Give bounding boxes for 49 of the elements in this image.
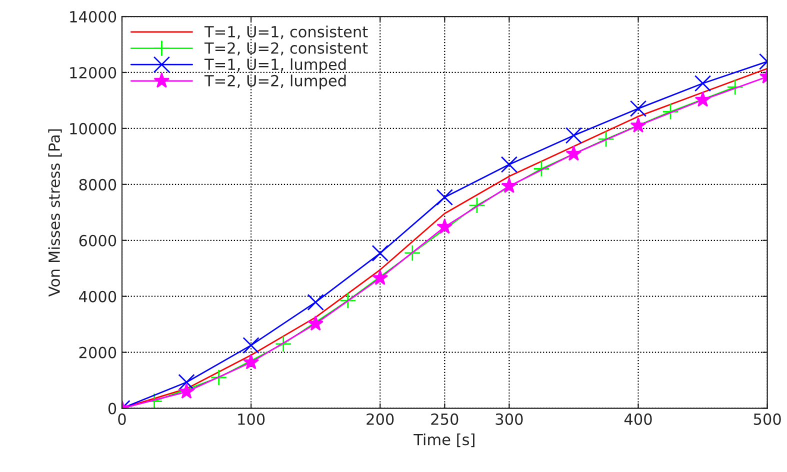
y-tick-label: 0	[108, 402, 116, 414]
point	[630, 100, 647, 117]
x-tick-label: 500	[754, 413, 781, 425]
point	[178, 383, 194, 399]
point	[436, 218, 453, 234]
point	[565, 127, 582, 144]
point	[598, 130, 614, 148]
y-tick-label: 14000	[70, 10, 116, 23]
point	[372, 244, 388, 262]
point	[372, 270, 388, 286]
x-tick-label: 300	[496, 413, 523, 425]
point	[501, 178, 518, 193]
point	[468, 197, 486, 214]
point	[404, 244, 421, 262]
point	[662, 103, 679, 120]
legend-label: T=1, U=1, lumped	[204, 58, 346, 74]
y-axis-title: Von Misses stress [Pa]	[48, 129, 62, 297]
legend-label: T=2, U=2, consistent	[204, 42, 368, 56]
point	[630, 117, 646, 133]
point	[242, 336, 260, 354]
y-tick-label: 2000	[79, 346, 116, 358]
x-tick-label: 250	[431, 413, 458, 425]
y-tick-label: 6000	[79, 234, 116, 246]
point	[274, 336, 292, 352]
legend-label: T=2, U=2, lumped	[204, 74, 346, 90]
x-tick-label: 200	[366, 413, 394, 425]
point	[340, 292, 356, 309]
y-tick-label: 12000	[70, 66, 116, 79]
legend-label: T=1, U=1, consistent	[204, 26, 368, 40]
y-tick-label: 10000	[70, 122, 116, 134]
point	[694, 92, 711, 107]
point	[178, 374, 195, 391]
y-tick-label: 4000	[78, 290, 116, 302]
point	[307, 294, 324, 311]
point	[726, 78, 744, 96]
point	[694, 75, 712, 92]
point	[436, 188, 453, 206]
point	[566, 146, 582, 161]
x-tick-label: 100	[238, 413, 265, 425]
point	[308, 315, 324, 331]
y-tick-label: 8000	[79, 178, 116, 190]
point	[210, 369, 228, 386]
point	[500, 156, 518, 173]
point	[243, 354, 260, 370]
x-axis-title: Time [s]	[414, 433, 474, 448]
point	[146, 392, 163, 408]
x-tick-label: 0	[118, 413, 126, 425]
x-tick-label: 400	[624, 413, 652, 425]
point	[533, 160, 550, 178]
